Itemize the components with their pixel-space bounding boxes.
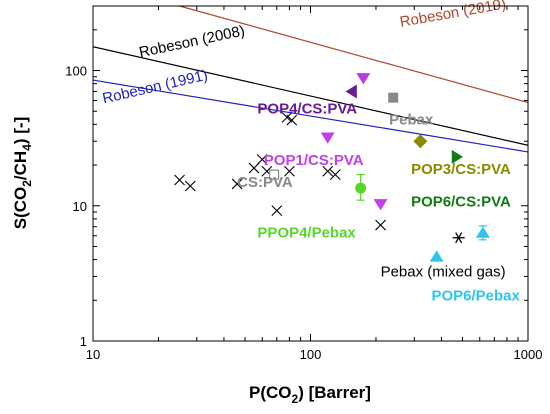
series-label: POP1/CS:PVA [264, 152, 364, 169]
literature-point [322, 165, 334, 177]
upper-bound-line [93, 46, 528, 146]
literature-point [284, 165, 295, 177]
series-label: Pebax [389, 111, 434, 128]
literature-point [231, 178, 243, 190]
upper-bound-label: Robeson (1991) [101, 67, 210, 108]
annotations: Robeson (1991) Robeson (2008) Robeson (201… [101, 0, 521, 304]
y-axis-title: S(CO2/CH4) [-] [11, 117, 34, 230]
literature-point [375, 219, 386, 231]
point-ppop4-pebax [355, 173, 367, 201]
point-pop1-cs-pva [373, 199, 388, 211]
upper-bound-line [93, 79, 528, 153]
x-tick-label: 1000 [514, 347, 543, 362]
literature-point [329, 169, 341, 180]
literature-point [248, 162, 260, 174]
point-pop3-cs-pva [413, 134, 428, 149]
upper-bound-label: Robeson (2008) [138, 22, 247, 61]
literature-point [256, 154, 268, 165]
point-pop6-pebax [475, 225, 490, 241]
point-pebax-mixed-gas- [452, 232, 465, 244]
series-label: Pebax (mixed gas) [381, 263, 506, 280]
point-pop1-cs-pva [320, 132, 335, 144]
upper-bound-line [179, 6, 528, 104]
data-series [268, 73, 490, 262]
point-pop4-cs-pva [345, 84, 357, 99]
literature-point [184, 180, 196, 192]
upper-bound-label: Robeson (2019) [398, 0, 507, 31]
x-axis-title: P(CO2) [Barrer] [249, 383, 371, 406]
point-pebax [388, 92, 399, 103]
point-pop4-cs-pva [356, 73, 371, 85]
x-tick-label: 100 [300, 347, 322, 362]
series-label: POP3/CS:PVA [411, 161, 511, 178]
y-tick-label: 10 [73, 199, 87, 214]
literature-point [286, 114, 298, 126]
series-label: PPOP4/Pebax [257, 224, 356, 241]
y-tick-label: 100 [65, 64, 87, 79]
upper-bound-lines [93, 6, 528, 153]
series-label: POP6/Pebax [431, 287, 520, 304]
x-tick-label: 10 [86, 347, 100, 362]
literature-point [174, 174, 185, 186]
series-label: CS:PVA [237, 174, 293, 191]
literature-points [174, 112, 386, 231]
point-cs-pva [268, 169, 280, 180]
series-label: POP6/CS:PVA [411, 193, 511, 210]
literature-point [271, 205, 283, 217]
point-pop6-cs-pva [451, 149, 463, 164]
point-pop6-pebax [429, 250, 444, 262]
series-label: POP4/CS:PVA [257, 101, 357, 118]
y-tick-label: 1 [80, 334, 87, 349]
